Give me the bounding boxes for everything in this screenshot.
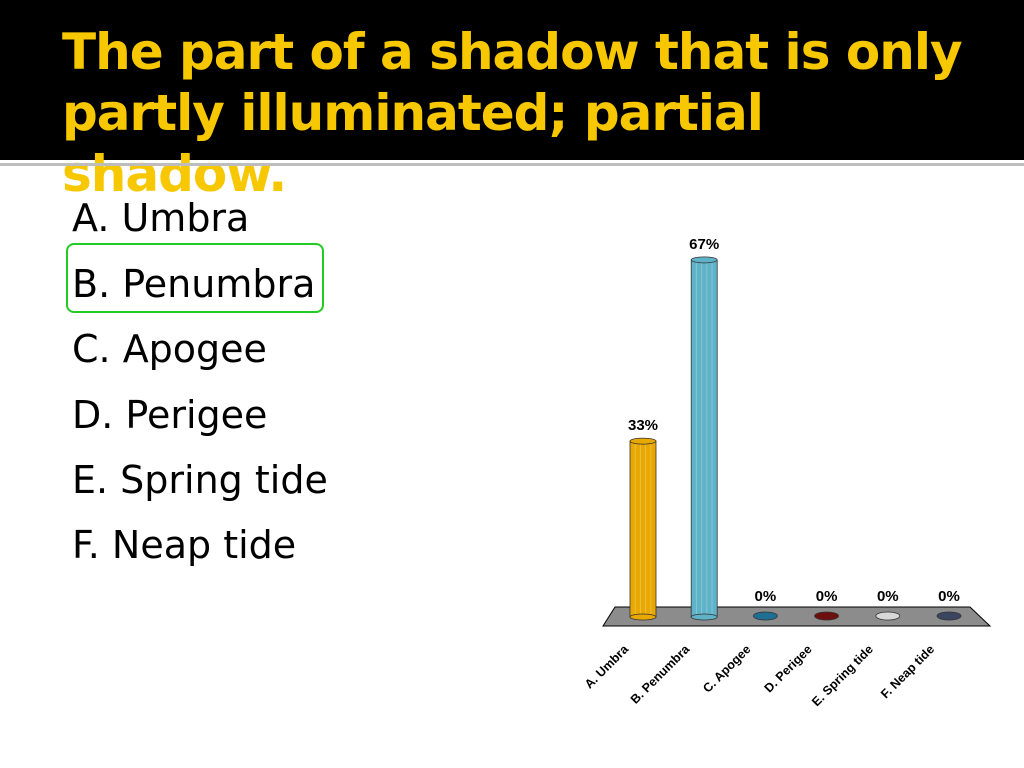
bar-empty — [814, 611, 839, 621]
data-label: 0% — [938, 588, 960, 605]
bar-base — [690, 613, 718, 621]
data-label: 0% — [816, 588, 838, 605]
bar-empty — [875, 611, 901, 621]
category-label: F. Neap tide — [878, 642, 937, 701]
data-label: 33% — [628, 417, 658, 434]
answer-b: B. Penumbra — [72, 262, 316, 306]
bar-top — [629, 437, 657, 445]
correct-answer-highlight — [66, 243, 324, 313]
answer-a: A. Umbra — [72, 196, 250, 240]
bar-empty — [753, 611, 778, 621]
bar — [629, 440, 657, 618]
bar-top — [690, 256, 718, 264]
category-label: D. Perigee — [762, 642, 815, 695]
answer-e: E. Spring tide — [72, 458, 328, 502]
data-label: 0% — [755, 588, 777, 605]
data-label: 67% — [689, 236, 719, 253]
category-label: C. Apogee — [700, 642, 753, 695]
bar — [690, 259, 718, 618]
category-label: A. Umbra — [582, 641, 632, 691]
chart-floor — [602, 606, 992, 627]
bar-empty — [936, 611, 962, 621]
slide-title: The part of a shadow that is only partly… — [62, 23, 963, 203]
category-label: B. Penumbra — [628, 641, 693, 706]
data-label: 0% — [877, 588, 899, 605]
answer-c: C. Apogee — [72, 327, 267, 371]
bar-base — [629, 613, 657, 621]
title-band — [0, 0, 1024, 160]
answer-f: F. Neap tide — [72, 523, 297, 567]
divider — [0, 163, 1024, 166]
answer-d: D. Perigee — [72, 393, 268, 437]
category-label: E. Spring tide — [809, 642, 876, 709]
